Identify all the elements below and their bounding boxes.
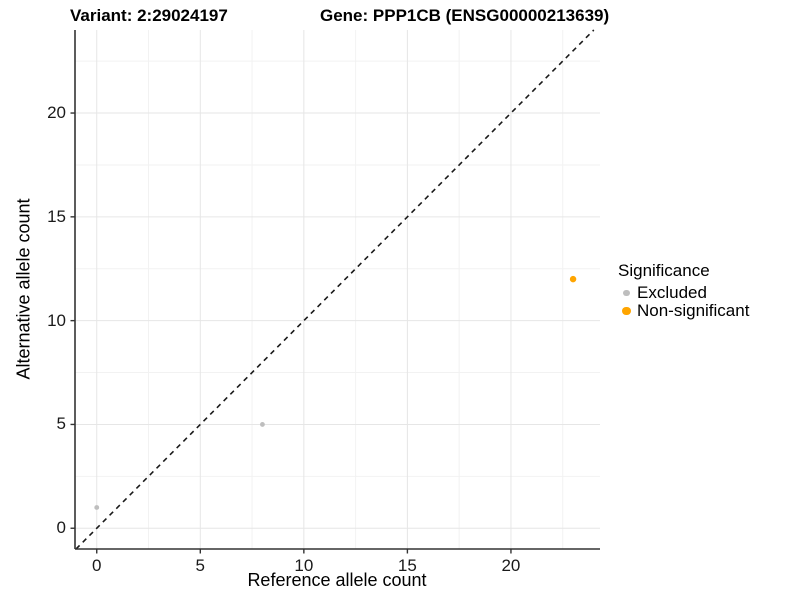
x-tick-label: 0 — [92, 556, 102, 575]
identity-line — [75, 29, 595, 550]
legend: Significance Excluded Non-significant — [618, 261, 749, 320]
plot-title-variant: Variant: 2:29024197 — [70, 6, 228, 25]
y-tick-label: 20 — [47, 103, 66, 123]
y-tick-label: 10 — [47, 310, 66, 330]
y-axis-title: Alternative allele count — [13, 198, 34, 380]
legend-title: Significance — [618, 261, 710, 280]
non-significant-dot-icon — [622, 306, 631, 316]
legend-item-excluded: Excluded — [618, 283, 749, 302]
legend-item-non-significant: Non-significant — [618, 301, 750, 320]
x-tick-label: 5 — [195, 556, 206, 575]
data-point-excluded — [260, 422, 265, 427]
x-tick-label: 20 — [501, 556, 521, 575]
legend-key-excluded — [618, 285, 635, 302]
y-tick-label: 15 — [47, 206, 66, 226]
legend-label-excluded: Excluded — [637, 283, 707, 302]
x-tick-label: 15 — [397, 556, 417, 575]
x-axis-title: Reference allele count — [247, 570, 427, 590]
data-point-excluded — [94, 505, 100, 510]
x-tick-label: 10 — [294, 556, 314, 575]
y-tick-label: 0 — [56, 518, 66, 538]
data-point-non-significant — [569, 275, 577, 283]
legend-label-non-significant: Non-significant — [637, 301, 750, 320]
legend-key-non-significant — [618, 303, 635, 320]
y-tick-label: 5 — [56, 414, 66, 434]
excluded-dot-icon — [623, 289, 630, 297]
plot-title-gene: Gene: PPP1CB (ENSG00000213639) — [320, 6, 610, 25]
